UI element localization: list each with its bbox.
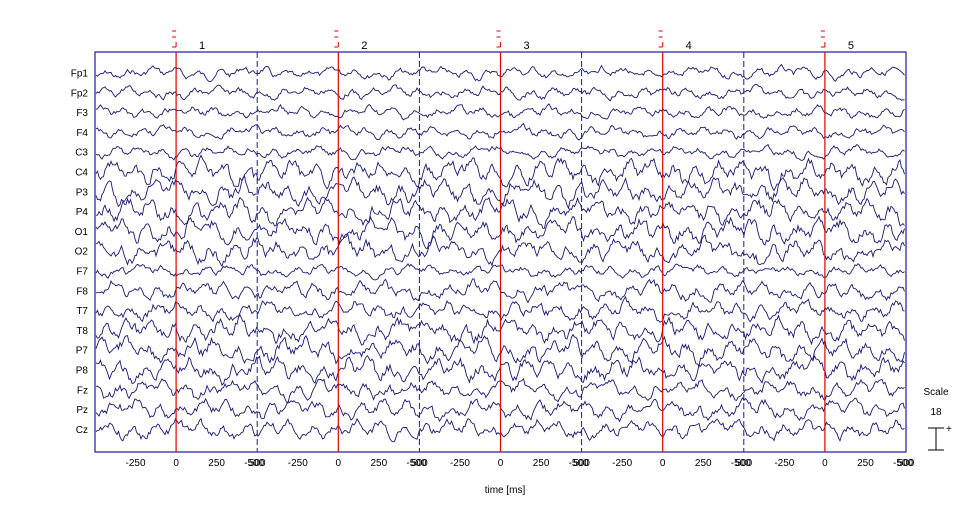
epoch-number: 5 <box>848 40 854 52</box>
scale-bar-icon <box>928 427 944 451</box>
channel-label: P4 <box>76 207 89 218</box>
channel-label: O1 <box>75 227 89 238</box>
x-tick-label: -250 <box>450 458 470 469</box>
channel-label: C3 <box>75 148 88 159</box>
x-tick-label: -500 <box>893 458 913 469</box>
x-tick-label: 0 <box>173 458 179 469</box>
scale-indicator: Scale 18 + <box>923 387 952 451</box>
channel-label: Fp2 <box>71 88 89 99</box>
x-tick-label: 500 <box>249 458 266 469</box>
x-tick-label: 0 <box>660 458 666 469</box>
event-tag-icon <box>658 30 664 48</box>
channel-label: O2 <box>75 247 89 258</box>
x-tick-label: 500 <box>411 458 428 469</box>
x-tick-label: -500 <box>244 458 264 469</box>
event-tag-icon <box>334 30 339 48</box>
x-tick-label: 500 <box>573 458 590 469</box>
x-tick-label: -500 <box>569 458 589 469</box>
x-tick-label: 0 <box>822 458 828 469</box>
channel-label: F4 <box>76 128 88 139</box>
x-tick-label: -250 <box>126 458 146 469</box>
channel-label: Cz <box>76 425 88 436</box>
scale-label: Scale <box>923 387 948 398</box>
event-markers: 1 2 3 4 5 <box>172 30 854 452</box>
x-tick-label: 500 <box>898 458 915 469</box>
channel-label: C4 <box>75 168 88 179</box>
channel-label: F8 <box>76 286 88 297</box>
x-tick-label: -250 <box>288 458 308 469</box>
x-tick-labels: -250 0 250 500 -250 0 250 500 -250 0 250 500 -250 0 25… <box>126 458 915 469</box>
event-tag-icon <box>820 30 826 48</box>
epoch-number: 3 <box>523 40 529 52</box>
x-axis-label: time [ms] <box>485 485 526 496</box>
x-tick-label: 250 <box>533 458 550 469</box>
x-tick-label: -500 <box>731 458 751 469</box>
channel-label: T7 <box>76 306 88 317</box>
x-tick-label: -250 <box>612 458 632 469</box>
x-tick-label: 0 <box>498 458 504 469</box>
channel-label: F3 <box>76 108 88 119</box>
x-tick-label: 250 <box>208 458 225 469</box>
channel-label: F7 <box>76 267 88 278</box>
event-tag-icon <box>172 30 177 48</box>
epoch-number: 4 <box>686 40 692 52</box>
channel-labels: Fp1 Fp2 F3 F4 C3 C4 P3 P4 O1 O2 F7 F8 T7 T8 P7 P8 Fz Pz Cz <box>71 69 89 436</box>
x-tick-label: 0 <box>336 458 342 469</box>
x-tick-label: -250 <box>774 458 794 469</box>
x-tick-label: 250 <box>857 458 874 469</box>
scale-plus-sign: + <box>946 424 952 435</box>
epoch-boundaries <box>256 52 745 452</box>
channel-label: P3 <box>76 187 89 198</box>
channel-label: T8 <box>76 326 88 337</box>
channel-label: P7 <box>76 346 89 357</box>
x-tick-label: 250 <box>371 458 388 469</box>
epoch-number: 2 <box>361 40 367 52</box>
channel-label: P8 <box>76 366 89 377</box>
x-tick-label: -500 <box>406 458 426 469</box>
event-tag-icon <box>496 30 501 48</box>
x-tick-label: 500 <box>735 458 752 469</box>
channel-label: Fz <box>77 385 88 396</box>
epoch-number: 1 <box>199 40 205 52</box>
x-tick-label: 250 <box>695 458 712 469</box>
scale-value: 18 <box>930 407 942 418</box>
channel-label: Pz <box>76 405 88 416</box>
channel-label: Fp1 <box>71 69 89 80</box>
